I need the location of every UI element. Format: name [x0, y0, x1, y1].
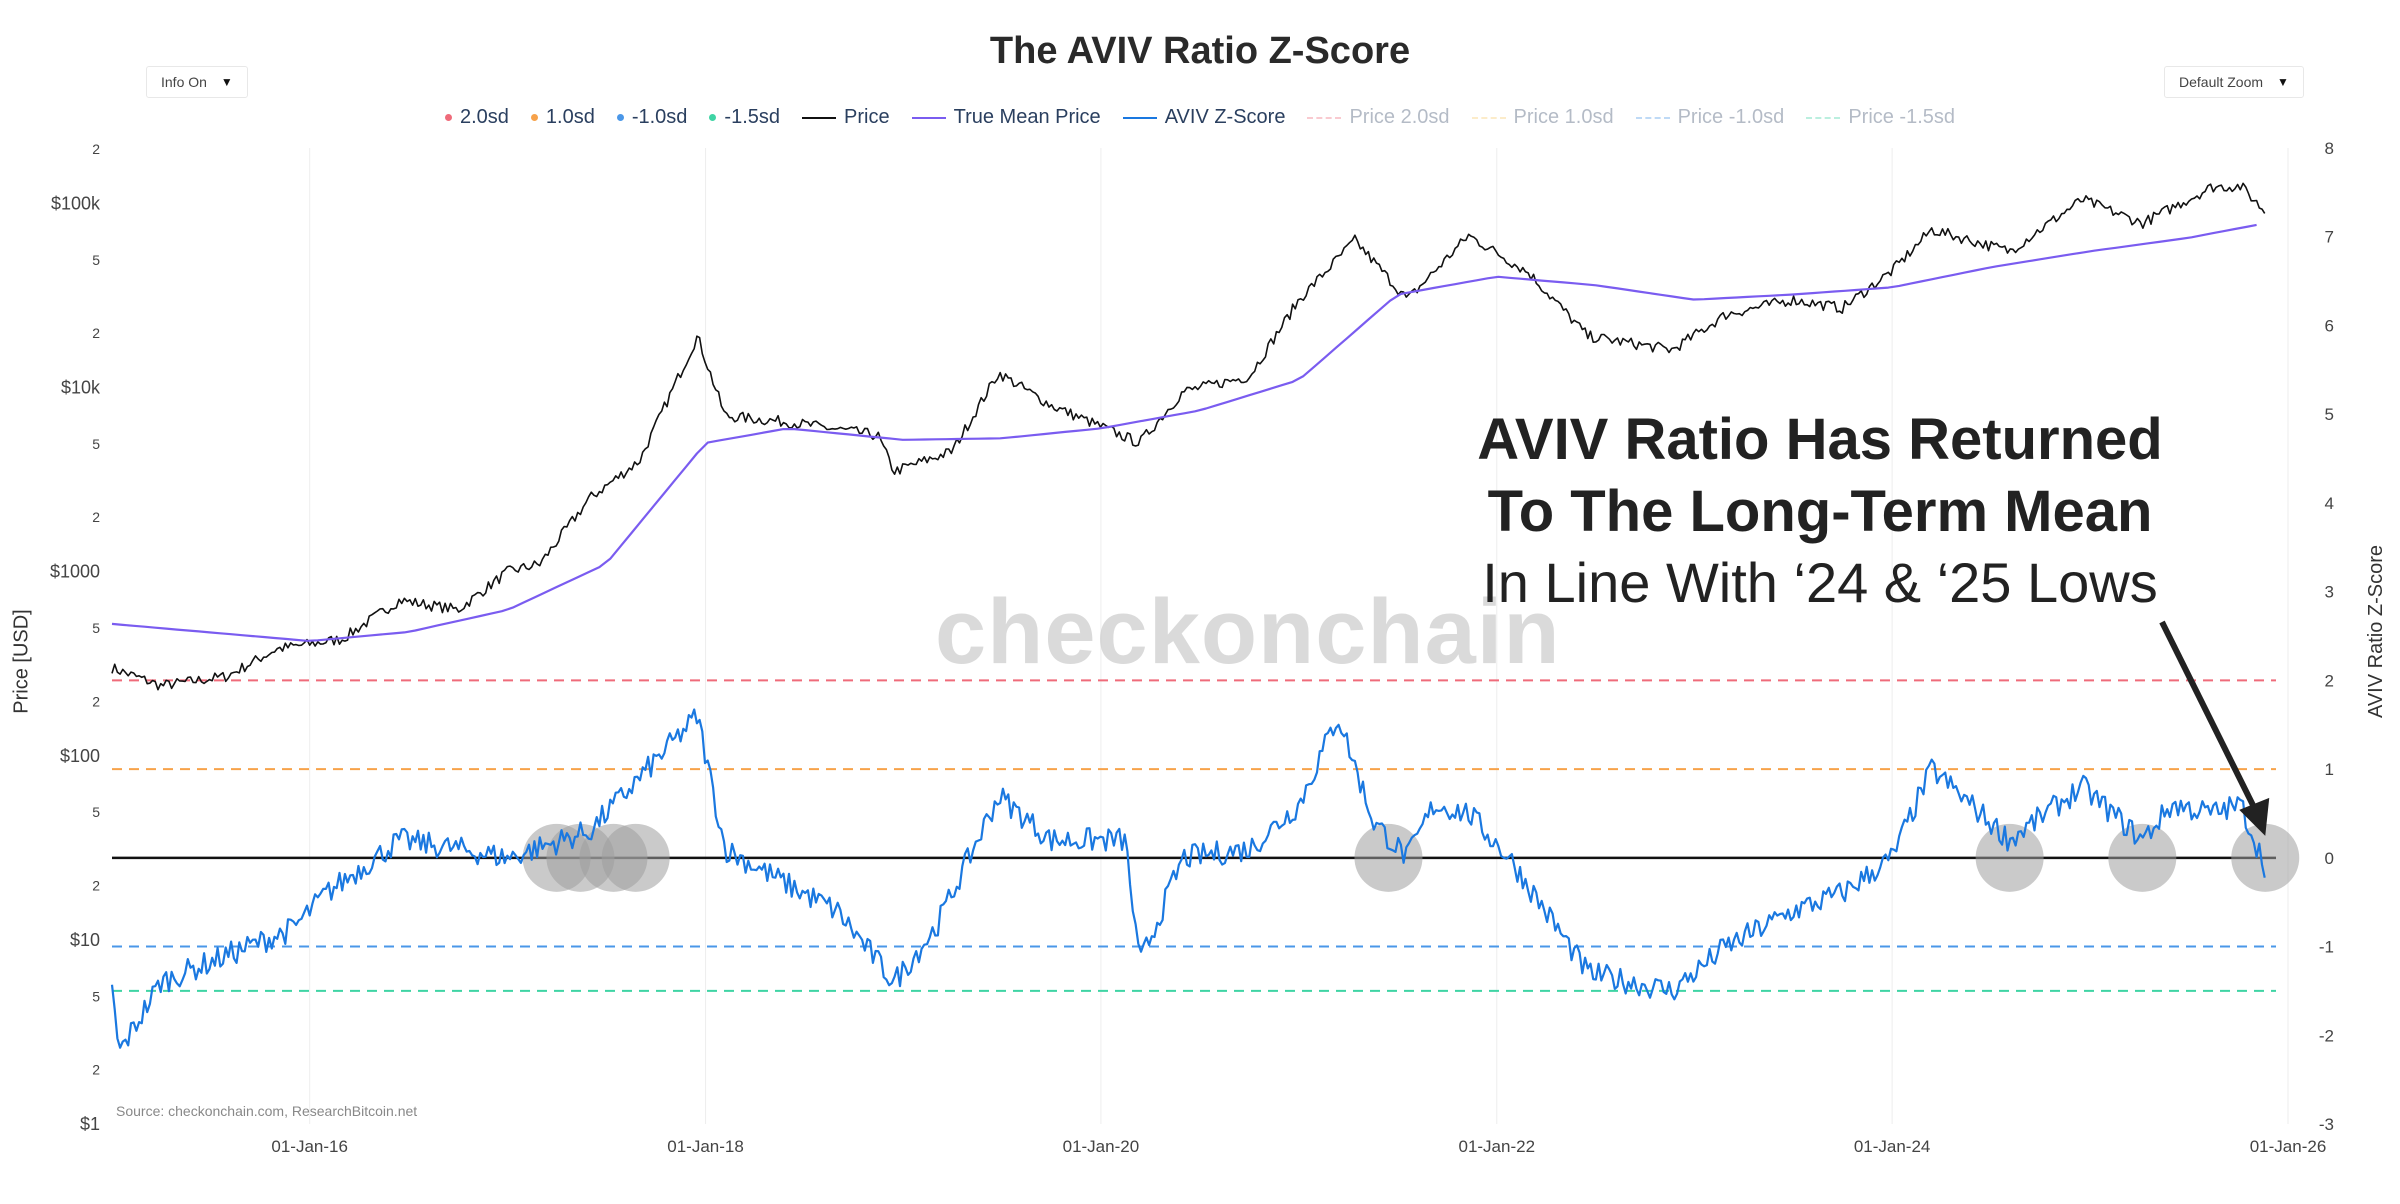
legend-item[interactable]: -1.0sd [616, 106, 688, 129]
legend-label: Price 2.0sd [1349, 106, 1450, 128]
legend-item[interactable]: 2.0sd [444, 106, 509, 129]
highlight-circle [1975, 823, 2044, 892]
legend-label: 2.0sd [459, 106, 509, 128]
x-tick-label: 01-Jan-20 [1063, 1137, 1140, 1156]
highlight-circle [1354, 823, 1423, 892]
y-right-tick-label: 4 [2325, 494, 2334, 513]
chevron-down-icon: ▼ [220, 75, 233, 89]
legend-label: -1.0sd [631, 106, 688, 128]
annotation-line-3: In Line With ‘24 & ‘25 Lows [1482, 551, 2158, 614]
y-left-tick-label: 2 [92, 325, 100, 341]
legend-swatch [802, 116, 837, 119]
annotation-arrow [2159, 620, 2262, 820]
y-right-tick-label: 7 [2325, 228, 2334, 247]
highlight-circle [601, 823, 670, 892]
y-left-tick-label: $1 [80, 1114, 100, 1134]
legend-swatch [1635, 116, 1670, 119]
legend-swatch [1806, 116, 1841, 119]
y-left-tick-label: $100k [51, 193, 101, 213]
highlight-circle [2108, 823, 2177, 892]
legend-swatch [1471, 116, 1506, 119]
info-dropdown-label: Info On [161, 74, 207, 90]
y-right-tick-label: 3 [2325, 583, 2334, 602]
legend-swatch [444, 114, 452, 121]
y-left-tick-label: 5 [92, 804, 100, 820]
annotation-arrowhead [2239, 797, 2270, 836]
y-left-tick-label: $1000 [50, 562, 100, 582]
legend-item[interactable]: Price 1.0sd [1471, 106, 1614, 129]
chevron-down-icon: ▼ [2277, 75, 2289, 89]
legend-swatch [1307, 116, 1342, 119]
legend-label: 1.0sd [545, 106, 595, 128]
y-right-tick-label: -2 [2319, 1026, 2334, 1045]
highlight-circle [2231, 823, 2300, 892]
y-right-tick-label: 5 [2325, 405, 2334, 424]
chart-title: The AVIV Ratio Z-Score [989, 30, 1411, 72]
legend-item[interactable]: AVIV Z-Score [1122, 106, 1286, 129]
y-right-tick-label: 1 [2325, 760, 2334, 779]
y-left-tick-label: 2 [92, 509, 100, 525]
legend-swatch [911, 116, 946, 119]
legend-item[interactable]: -1.5sd [709, 106, 780, 129]
x-tick-label: 01-Jan-24 [1854, 1137, 1931, 1156]
y-left-tick-label: 5 [92, 436, 100, 452]
y-left-tick-label: 2 [92, 693, 100, 709]
y-axis-left-title: Price [USD] [10, 609, 33, 714]
legend-swatch [616, 114, 624, 121]
legend-swatch [530, 114, 538, 121]
legend-label: Price [844, 106, 890, 128]
legend-swatch [1122, 116, 1157, 119]
y-right-tick-label: -1 [2319, 938, 2334, 957]
watermark: checkonchain [935, 581, 1561, 683]
legend-item[interactable]: 1.0sd [530, 106, 595, 129]
legend-swatch [709, 114, 717, 121]
y-left-tick-label: 5 [92, 252, 100, 268]
legend-item[interactable]: Price -1.0sd [1635, 106, 1785, 129]
y-left-tick-label: $10 [70, 930, 100, 950]
legend-label: AVIV Z-Score [1164, 106, 1286, 128]
y-right-tick-label: 2 [2325, 671, 2334, 690]
y-right-tick-label: 8 [2325, 139, 2334, 158]
legend-item[interactable]: Price -1.5sd [1806, 106, 1955, 129]
y-right-tick-label: 6 [2325, 316, 2334, 335]
zoom-dropdown[interactable]: Default Zoom ▼ [2164, 66, 2304, 98]
chart-legend: 2.0sd 1.0sd -1.0sd -1.5sd Price True Mean Pri… [0, 106, 2400, 129]
y-right-tick-label: 0 [2325, 849, 2334, 868]
series-line [111, 182, 2266, 691]
y-left-tick-label: 2 [92, 141, 100, 157]
info-dropdown[interactable]: Info On ▼ [146, 66, 248, 98]
x-tick-label: 01-Jan-26 [2250, 1137, 2327, 1156]
legend-label: -1.5sd [724, 106, 781, 128]
y-left-tick-label: 2 [92, 1062, 100, 1078]
legend-item[interactable]: Price [802, 106, 890, 129]
annotation-line-2: To The Long-Term Mean [1487, 479, 2153, 544]
y-left-tick-label: 5 [92, 988, 100, 1004]
annotation-line-1: AVIV Ratio Has Returned [1477, 407, 2163, 472]
y-left-tick-label: $100 [60, 746, 100, 766]
legend-item[interactable]: True Mean Price [911, 106, 1101, 129]
series-line [111, 223, 2257, 642]
zoom-dropdown-label: Default Zoom [2179, 74, 2264, 90]
x-tick-label: 01-Jan-18 [667, 1137, 744, 1156]
legend-label: Price 1.0sd [1513, 106, 1614, 128]
legend-label: Price -1.5sd [1848, 106, 1956, 128]
x-tick-label: 01-Jan-16 [271, 1137, 348, 1156]
y-axis-right-title: AVIV Ratio Z-Score [2365, 544, 2388, 719]
y-left-tick-label: $10k [61, 378, 101, 398]
legend-item[interactable]: Price 2.0sd [1307, 106, 1450, 129]
legend-label: Price -1.0sd [1677, 106, 1785, 128]
legend-label: True Mean Price [953, 106, 1101, 128]
y-left-tick-label: 2 [92, 877, 100, 893]
y-right-tick-label: -3 [2319, 1115, 2334, 1134]
series-line [110, 708, 2266, 1049]
x-tick-label: 01-Jan-22 [1458, 1137, 1535, 1156]
source-note: Source: checkonchain.com, ResearchBitcoi… [116, 1103, 418, 1119]
y-left-tick-label: 5 [92, 620, 100, 636]
